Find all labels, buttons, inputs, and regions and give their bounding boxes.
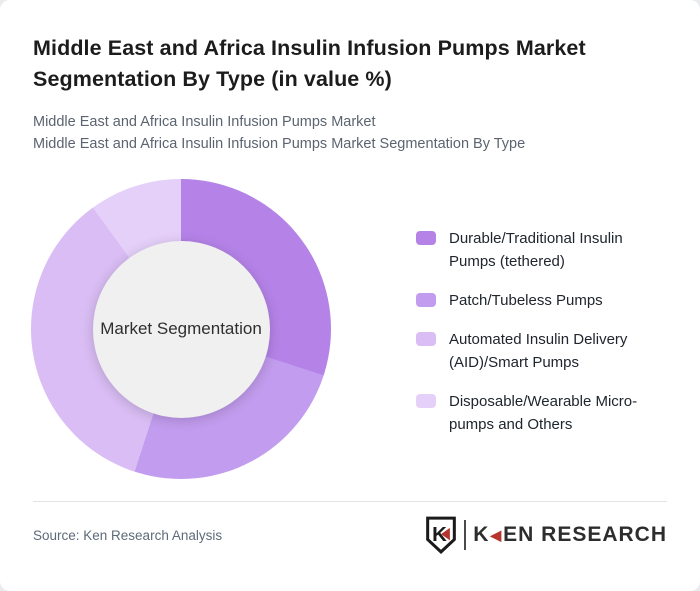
source-text: Source: Ken Research Analysis bbox=[33, 527, 223, 543]
legend-item: Patch/Tubeless Pumps bbox=[416, 289, 648, 312]
subtitle-line-2: Middle East and Africa Insulin Infusion … bbox=[33, 136, 526, 152]
subtitle-line-1: Middle East and Africa Insulin Infusion … bbox=[33, 114, 376, 130]
logo-divider bbox=[464, 520, 467, 550]
legend-label: Patch/Tubeless Pumps bbox=[449, 292, 603, 309]
logo-arrow-icon: ◀ bbox=[490, 527, 503, 543]
chart-subtitles: Middle East and Africa Insulin Infusion … bbox=[33, 111, 667, 155]
legend-swatch-disposable bbox=[416, 394, 436, 408]
legend-item: Disposable/Wearable Micro-pumps and Othe… bbox=[416, 390, 648, 436]
legend-label: Automated Insulin Delivery (AID)/Smart P… bbox=[449, 331, 628, 371]
donut-center: Market Segmentation bbox=[92, 240, 270, 418]
legend-swatch-aid bbox=[416, 332, 436, 346]
chart-legend: Durable/Traditional Insulin Pumps (tethe… bbox=[416, 227, 648, 479]
logo-letter-k: K bbox=[473, 523, 490, 546]
legend-label: Durable/Traditional Insulin Pumps (tethe… bbox=[449, 230, 623, 270]
legend-swatch-patch bbox=[416, 293, 436, 307]
chart-area: Market Segmentation Durable/Traditional … bbox=[31, 179, 667, 479]
ken-research-logo: K K ◀ EN RESEARCH bbox=[425, 516, 667, 554]
logo-wordmark: K ◀ EN RESEARCH bbox=[473, 523, 667, 547]
logo-text-rest: EN RESEARCH bbox=[503, 523, 667, 546]
svg-text:K: K bbox=[432, 523, 447, 546]
footer: Source: Ken Research Analysis K K ◀ EN R… bbox=[33, 501, 667, 554]
legend-item: Durable/Traditional Insulin Pumps (tethe… bbox=[416, 227, 648, 273]
donut-chart: Market Segmentation bbox=[31, 179, 331, 479]
legend-swatch-durable bbox=[416, 231, 436, 245]
ken-research-shield-icon: K bbox=[426, 516, 457, 554]
donut-center-label: Market Segmentation bbox=[100, 319, 262, 338]
legend-item: Automated Insulin Delivery (AID)/Smart P… bbox=[416, 328, 648, 374]
legend-label: Disposable/Wearable Micro-pumps and Othe… bbox=[449, 393, 638, 433]
page-title: Middle East and Africa Insulin Infusion … bbox=[33, 36, 586, 91]
